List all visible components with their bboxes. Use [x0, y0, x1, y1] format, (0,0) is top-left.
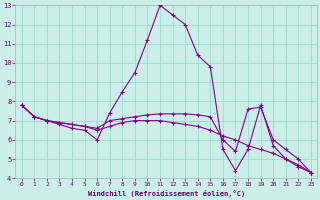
X-axis label: Windchill (Refroidissement éolien,°C): Windchill (Refroidissement éolien,°C): [88, 190, 245, 197]
